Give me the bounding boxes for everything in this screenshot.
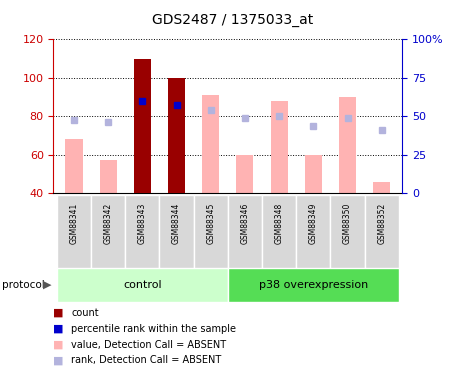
Bar <box>57 268 228 302</box>
Bar <box>100 160 117 193</box>
Text: percentile rank within the sample: percentile rank within the sample <box>71 324 236 334</box>
Bar <box>228 195 262 268</box>
Bar <box>66 140 82 193</box>
Bar <box>305 154 322 193</box>
Bar <box>236 154 253 193</box>
Bar <box>91 195 125 268</box>
Text: GSM88350: GSM88350 <box>343 202 352 244</box>
Bar <box>271 101 288 193</box>
Text: GSM88341: GSM88341 <box>69 202 79 244</box>
Bar <box>125 195 159 268</box>
Bar <box>159 195 193 268</box>
Text: count: count <box>71 308 99 318</box>
Bar <box>228 268 399 302</box>
Text: GSM88342: GSM88342 <box>104 202 113 244</box>
Text: ▶: ▶ <box>43 280 51 290</box>
Bar <box>296 195 331 268</box>
Bar <box>331 195 365 268</box>
Text: ■: ■ <box>53 308 64 318</box>
Text: GSM88349: GSM88349 <box>309 202 318 244</box>
Bar <box>262 195 296 268</box>
Text: GSM88348: GSM88348 <box>275 202 284 244</box>
Text: ■: ■ <box>53 356 64 365</box>
Text: protocol: protocol <box>2 280 45 290</box>
Text: GSM88344: GSM88344 <box>172 202 181 244</box>
Bar <box>339 97 356 193</box>
Text: GDS2487 / 1375033_at: GDS2487 / 1375033_at <box>152 13 313 27</box>
Bar <box>365 195 399 268</box>
Text: GSM88346: GSM88346 <box>240 202 249 244</box>
Text: GSM88343: GSM88343 <box>138 202 147 244</box>
Text: value, Detection Call = ABSENT: value, Detection Call = ABSENT <box>71 340 226 350</box>
Bar <box>57 195 91 268</box>
Text: ■: ■ <box>53 324 64 334</box>
Bar <box>134 58 151 193</box>
Text: GSM88345: GSM88345 <box>206 202 215 244</box>
Bar <box>168 78 185 193</box>
Bar <box>373 182 390 193</box>
Text: p38 overexpression: p38 overexpression <box>259 280 368 290</box>
Text: GSM88352: GSM88352 <box>377 202 386 244</box>
Text: ■: ■ <box>53 340 64 350</box>
Text: rank, Detection Call = ABSENT: rank, Detection Call = ABSENT <box>71 356 221 365</box>
Bar <box>202 95 219 193</box>
Bar <box>193 195 228 268</box>
Text: control: control <box>123 280 162 290</box>
